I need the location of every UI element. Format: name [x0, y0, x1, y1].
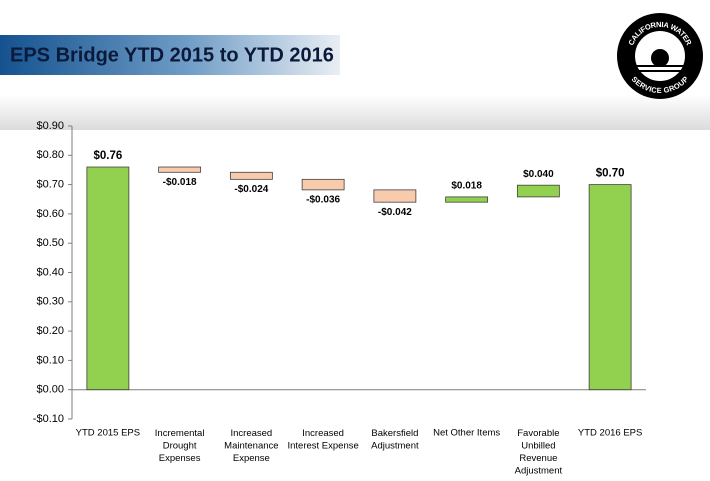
bar	[516, 184, 560, 198]
y-tick-label: $0.40	[36, 266, 64, 278]
bar	[229, 171, 273, 180]
y-tick-label: $0.60	[36, 208, 64, 220]
y-tick-label: $0.20	[36, 325, 64, 337]
x-tick-label: Bakersfield Adjustment	[371, 428, 419, 452]
logo-sun	[651, 49, 669, 67]
y-tick-label: -$0.10	[33, 413, 64, 425]
header-band	[0, 95, 710, 130]
x-tick-label: Favorable Unbilled Revenue Adjustment	[515, 428, 563, 477]
bar	[373, 189, 417, 203]
value-label: $0.018	[451, 181, 482, 192]
y-tick-label: $0.30	[36, 296, 64, 308]
title-bar	[0, 35, 340, 75]
x-tick-label: Net Other Items	[433, 428, 500, 439]
value-label: -$0.018	[163, 177, 197, 188]
y-tick-label: $0.70	[36, 179, 64, 191]
bar	[301, 178, 345, 191]
value-label: $0.70	[596, 168, 625, 180]
bar	[86, 166, 130, 391]
y-tick-label: $0.90	[36, 120, 64, 132]
bar	[588, 184, 632, 391]
x-tick-label: Increased Maintenance Expense	[224, 428, 278, 464]
value-label: $0.76	[93, 150, 122, 162]
y-tick-label: $0.00	[36, 384, 64, 396]
value-label: -$0.024	[234, 184, 268, 195]
value-label: -$0.042	[378, 207, 412, 218]
slide-title: EPS Bridge YTD 2015 to YTD 2016	[10, 44, 334, 66]
x-tick-label: Increased Interest Expense	[287, 428, 358, 452]
y-tick-label: $0.80	[36, 149, 64, 161]
chart: -$0.10 $0.00 $0.10 $0.20 $0.30 $0.40 $0.50 $0.6…	[33, 120, 646, 476]
x-tick-label: YTD 2016 EPS	[578, 428, 642, 439]
bar	[158, 166, 202, 173]
bar	[445, 196, 489, 203]
logo: CALIFORNIA WATER SERVICE GROUP	[617, 13, 703, 99]
value-label: -$0.036	[306, 195, 340, 206]
x-tick-label: YTD 2015 EPS	[76, 428, 140, 439]
y-tick-label: $0.50	[36, 237, 64, 249]
value-label: $0.040	[523, 169, 554, 180]
y-tick-label: $0.10	[36, 354, 64, 366]
x-tick-label: Incremental Drought Expenses	[155, 428, 205, 464]
